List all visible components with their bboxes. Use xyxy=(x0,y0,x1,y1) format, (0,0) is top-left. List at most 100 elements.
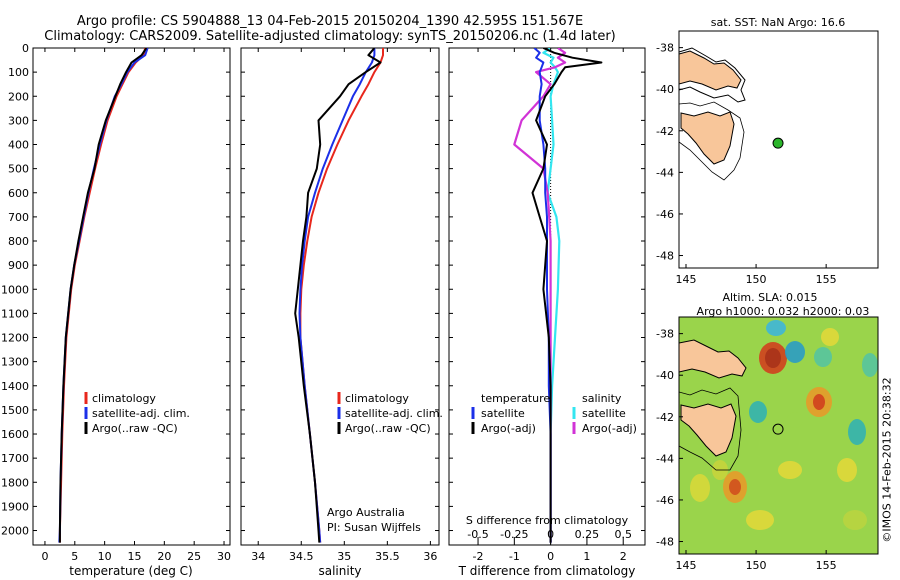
x-tick-label: 35.5 xyxy=(375,550,400,563)
depth-tick-label: 1900 xyxy=(1,500,29,513)
map-y-tick-label: -48 xyxy=(656,250,674,263)
mainland xyxy=(679,50,742,91)
tasmania xyxy=(680,111,735,165)
depth-tick-label: 1400 xyxy=(1,380,29,393)
x-tick-label: 34 xyxy=(251,550,265,563)
sla-anomaly-patch xyxy=(787,412,803,428)
map-y-tick-label: -44 xyxy=(656,166,674,179)
map-x-tick-label: 155 xyxy=(816,559,837,572)
depth-tick-label: 1500 xyxy=(1,404,29,417)
credit-pi: PI: Susan Wijffels xyxy=(327,521,421,534)
depth-tick-label: 900 xyxy=(8,259,29,272)
map-y-tick-label: -48 xyxy=(656,536,674,549)
depth-tick-label: 300 xyxy=(8,114,29,127)
sst-map-land xyxy=(679,47,784,181)
map-y-tick-label: -42 xyxy=(656,411,674,424)
map-x-tick-label: 150 xyxy=(746,559,767,572)
depth-tick-label: 1700 xyxy=(1,452,29,465)
sla-anomaly-patch xyxy=(690,474,710,502)
tasmania-outline xyxy=(679,101,745,181)
figure-title-line2: Climatology: CARS2009. Satellite-adjuste… xyxy=(44,29,616,44)
map-y-tick-label: -46 xyxy=(656,208,674,221)
s-difference-axis-label: S difference from climatology xyxy=(466,514,629,527)
salinity-axis-label: salinity xyxy=(318,564,361,578)
x-tick-label: 25 xyxy=(187,550,201,563)
series-line-argo xyxy=(294,48,382,543)
difference-legend: temperature satellite Argo(-adj) salinit… xyxy=(471,392,637,435)
s-diff-tick-label: 0 xyxy=(547,528,554,541)
legend-t-satellite: satellite xyxy=(481,407,525,420)
map-y-tick-label: -40 xyxy=(656,369,674,382)
x-tick-label: 30 xyxy=(217,550,231,563)
map-y-tick-label: -40 xyxy=(656,83,674,96)
map-x-tick-label: 150 xyxy=(746,273,767,286)
depth-tick-label: 800 xyxy=(8,235,29,248)
x-tick-label: 0 xyxy=(547,550,554,563)
legend-satellite-adj: satellite-adj. clim. xyxy=(345,407,443,420)
legend-temperature-heading: temperature xyxy=(481,392,550,405)
x-tick-label: 34.5 xyxy=(289,550,314,563)
x-tick-label: 5 xyxy=(71,550,78,563)
x-tick-label: 2 xyxy=(620,550,627,563)
tasmania xyxy=(680,403,737,457)
salinity-legend: climatology satellite-adj. clim. Argo(..… xyxy=(337,392,443,435)
sla-anomaly-patch xyxy=(848,419,866,445)
depth-tick-label: 200 xyxy=(8,90,29,103)
sla-anomaly-patch xyxy=(765,348,781,368)
s-diff-tick-label: 0.25 xyxy=(575,528,600,541)
x-tick-label: 20 xyxy=(157,550,171,563)
credit-organisation: Argo Australia xyxy=(327,506,405,519)
mainland-outline xyxy=(679,47,746,103)
depth-tick-label: 2000 xyxy=(1,525,29,538)
t-difference-axis-label: T difference from climatology xyxy=(458,564,636,578)
depth-tick-label: 1300 xyxy=(1,356,29,369)
x-tick-label: 0 xyxy=(41,550,48,563)
map-x-tick-label: 145 xyxy=(676,273,697,286)
legend-argo: Argo(..raw -QC) xyxy=(92,422,178,435)
legend-s-satellite: satellite xyxy=(582,407,626,420)
argo-position-marker xyxy=(772,423,784,435)
s-diff-tick-label: -0.25 xyxy=(500,528,528,541)
depth-tick-label: 1100 xyxy=(1,307,29,320)
s-diff-tick-label: -0.5 xyxy=(467,528,488,541)
sla-map-subtitle: Argo h1000: 0.032 h2000: 0.03 xyxy=(697,305,870,318)
depth-tick-label: 400 xyxy=(8,139,29,152)
sla-map-area xyxy=(678,316,879,555)
temperature-legend: climatology satellite-adj. clim. Argo(..… xyxy=(84,392,190,435)
depth-tick-label: 1800 xyxy=(1,476,29,489)
x-tick-label: 15 xyxy=(127,550,141,563)
map-y-tick-label: -44 xyxy=(656,452,674,465)
x-tick-label: -1 xyxy=(509,550,520,563)
sla-map-title: Altim. SLA: 0.015 xyxy=(722,291,817,304)
sla-anomaly-patch xyxy=(766,320,786,336)
sla-anomaly-patch xyxy=(749,401,767,423)
x-tick-label: 10 xyxy=(98,550,112,563)
temperature-axis-label: temperature (deg C) xyxy=(69,564,192,578)
shelf-contour xyxy=(679,387,742,471)
depth-tick-label: 700 xyxy=(8,211,29,224)
depth-tick-label: 1200 xyxy=(1,332,29,345)
sla-anomaly-patch xyxy=(837,458,857,482)
series-line-t-argo xyxy=(531,48,603,543)
x-tick-label: -2 xyxy=(473,550,484,563)
x-tick-label: 35 xyxy=(337,550,351,563)
legend-satellite-adj: satellite-adj. clim. xyxy=(92,407,190,420)
imos-credit: ©IMOS 14-Feb-2015 20:38:32 xyxy=(880,377,894,543)
temperature-plot-area xyxy=(32,47,231,546)
argo-position-marker xyxy=(772,137,784,149)
x-tick-label: 1 xyxy=(583,550,590,563)
map-y-tick-label: -46 xyxy=(656,494,674,507)
sst-map-title: sat. SST: NaN Argo: 16.6 xyxy=(711,16,845,29)
s-diff-tick-label: 0.5 xyxy=(614,528,632,541)
depth-tick-label: 1600 xyxy=(1,428,29,441)
mainland xyxy=(679,339,747,379)
depth-tick-label: 0 xyxy=(22,42,29,55)
sla-anomaly-patch xyxy=(746,510,774,530)
sla-anomaly-patch xyxy=(729,479,741,495)
legend-s-argo: Argo(-adj) xyxy=(582,422,637,435)
legend-climatology: climatology xyxy=(345,392,409,405)
sla-anomaly-patch xyxy=(843,510,867,530)
legend-t-argo: Argo(-adj) xyxy=(481,422,536,435)
sla-anomaly-patch xyxy=(862,353,878,377)
